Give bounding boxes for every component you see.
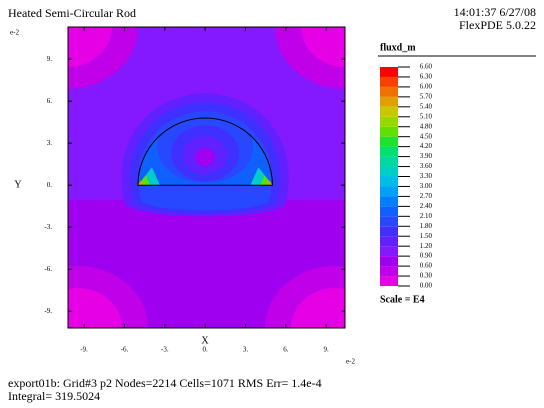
colorbar-label: 3.30 — [420, 172, 433, 180]
domain-boundary — [137, 117, 273, 186]
y-tick-label: -3. — [44, 223, 52, 231]
x-tick-label: 3. — [243, 346, 249, 354]
software: FlexPDE 5.0.22 — [459, 18, 536, 32]
contour-region — [68, 27, 112, 67]
y-tick-label: 6. — [47, 97, 53, 105]
colorbar-band — [380, 216, 398, 227]
colorbar-band — [380, 196, 398, 207]
x-axis-label: X — [201, 335, 209, 346]
contour-region — [195, 148, 216, 167]
colorbar-band — [380, 76, 398, 87]
colorbar-label: 4.50 — [420, 132, 433, 140]
colorbar-band — [380, 176, 398, 187]
colorbar-band — [380, 106, 398, 117]
colorbar-band — [380, 126, 398, 137]
contour-region — [68, 288, 122, 328]
scale-label: Scale = E4 — [380, 294, 425, 305]
x-tick-label: 0. — [203, 346, 209, 354]
variable-name: fluxd_m — [380, 42, 416, 53]
y-tick-label: -9. — [44, 307, 52, 315]
colorbar-band — [380, 136, 398, 147]
colorbar-band — [380, 146, 398, 157]
colorbar-label: 6.00 — [420, 83, 433, 91]
y-tick-label: 9. — [47, 55, 53, 63]
contour-region — [291, 288, 345, 328]
contour-field — [68, 27, 345, 328]
timestamp: 14:01:37 6/27/08 — [454, 5, 536, 19]
footer-line: Integral= 319.5024 — [8, 389, 100, 403]
colorbar-band — [380, 246, 398, 257]
colorbar-label: 6.30 — [420, 73, 433, 81]
colorbar-label: 0.00 — [420, 282, 433, 290]
colorbar-label: 5.70 — [420, 92, 433, 100]
footer-line: export01b: Grid#3 p2 Nodes=2214 Cells=10… — [8, 376, 322, 390]
colorbar-band — [380, 276, 398, 286]
colorbar-band — [380, 156, 398, 167]
contour-region — [301, 27, 345, 67]
colorbar-label: 1.20 — [420, 242, 433, 250]
contour-region — [267, 180, 273, 186]
colorbar-band — [380, 116, 398, 127]
colorbar-band — [380, 226, 398, 237]
colorbar-label: 2.70 — [420, 192, 433, 200]
y-tick-label: 0. — [47, 181, 53, 189]
colorbar-band — [380, 206, 398, 217]
plot-frame — [67, 26, 346, 329]
colorbar-band — [380, 67, 398, 77]
colorbar-band — [380, 266, 398, 277]
x-tick-label: -6. — [121, 346, 129, 354]
colorbar-band — [380, 256, 398, 267]
colorbar-band — [380, 96, 398, 107]
x-exponent: e-2 — [346, 358, 355, 366]
colorbar-label: 0.60 — [420, 262, 433, 270]
colorbar-label: 2.10 — [420, 212, 433, 220]
chart-title: Heated Semi-Circular Rod — [8, 6, 136, 20]
colorbar-label: 5.10 — [420, 112, 433, 120]
colorbar-label: 6.60 — [420, 63, 433, 71]
colorbar-label: 3.60 — [420, 162, 433, 170]
x-tick-label: -9. — [80, 346, 88, 354]
x-tick-label: 9. — [324, 346, 330, 354]
y-tick-label: 3. — [47, 139, 53, 147]
colorbar-label: 0.30 — [420, 272, 433, 280]
colorbar-label: 4.80 — [420, 122, 433, 130]
colorbar-band — [380, 166, 398, 177]
y-exponent: e-2 — [10, 29, 19, 37]
colorbar-label: 5.40 — [420, 102, 433, 110]
colorbar-label: 4.20 — [420, 142, 433, 150]
contour-region — [137, 180, 143, 186]
colorbar-band — [380, 186, 398, 197]
x-tick-label: 6. — [283, 346, 289, 354]
colorbar-label: 3.00 — [420, 182, 433, 190]
colorbar-band — [380, 236, 398, 247]
y-tick-label: -6. — [44, 265, 52, 273]
y-axis-label: Y — [14, 179, 21, 190]
colorbar-label: 1.80 — [420, 222, 433, 230]
colorbar-label: 1.50 — [420, 232, 433, 240]
colorbar-label: 3.90 — [420, 152, 433, 160]
x-tick-label: -3. — [161, 346, 169, 354]
colorbar-label: 0.90 — [420, 252, 433, 260]
colorbar-band — [380, 86, 398, 97]
colorbar-label: 2.40 — [420, 202, 433, 210]
